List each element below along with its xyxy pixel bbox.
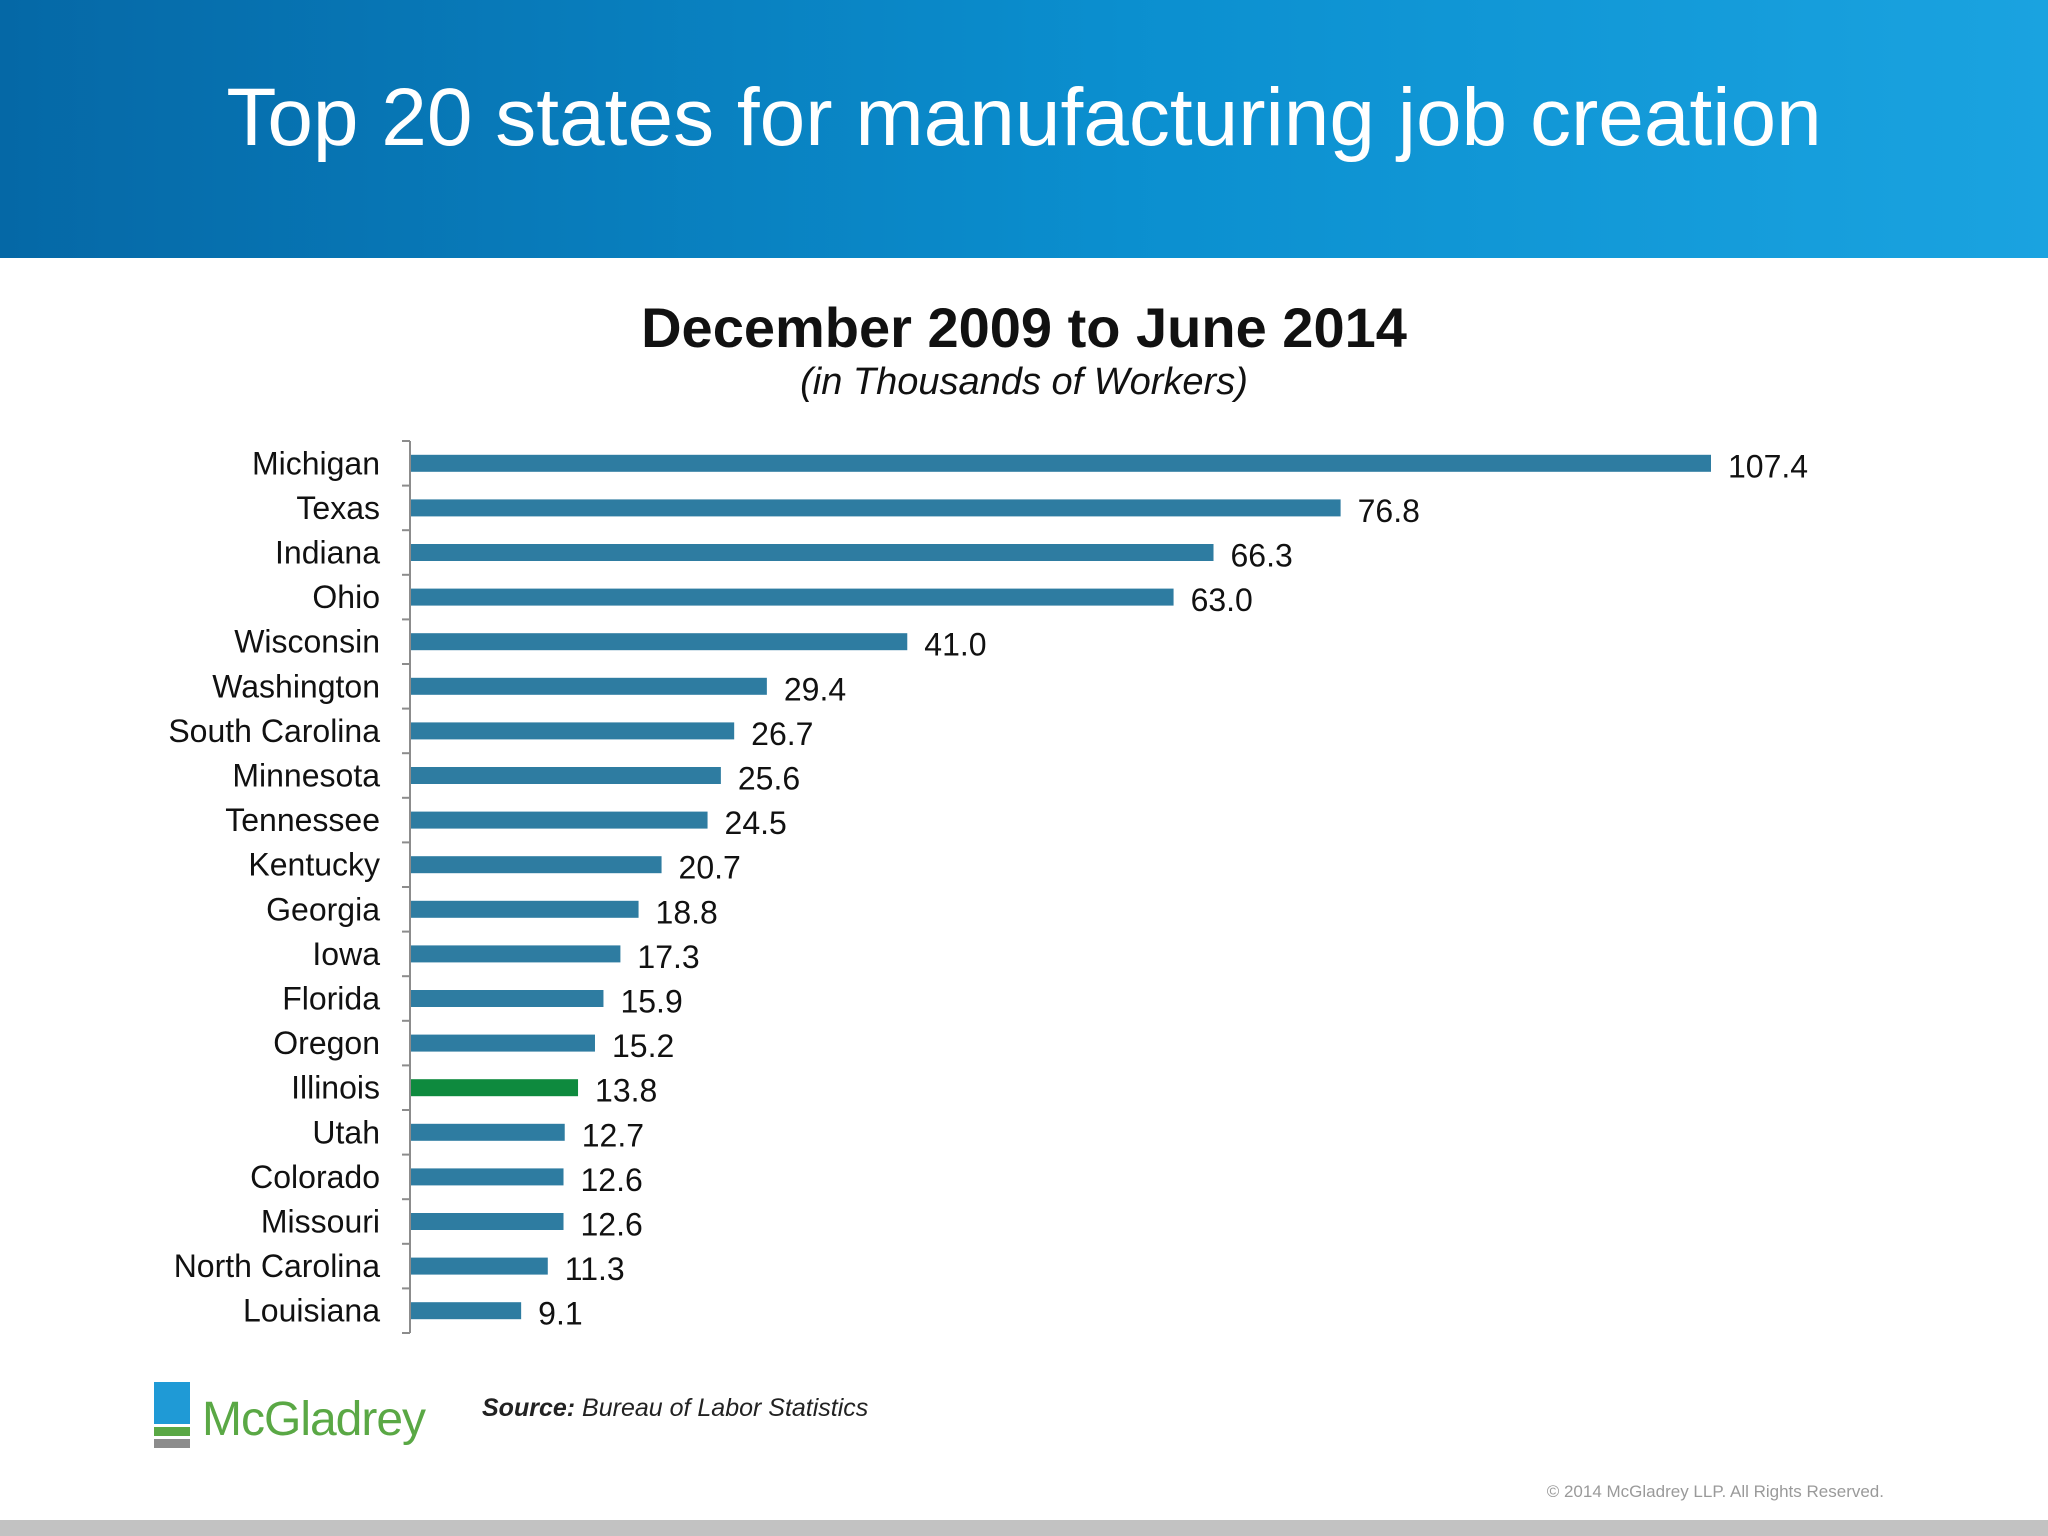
data-label: 25.6 [738,761,800,797]
data-label: 17.3 [637,939,699,975]
bar [411,544,1214,561]
bottom-bar [0,1520,2048,1536]
category-label: Michigan [252,445,380,481]
category-label: Tennessee [225,802,380,838]
data-label: 15.9 [620,984,682,1020]
data-label: 76.8 [1358,493,1420,529]
category-label: Ohio [312,579,380,615]
bar [411,1302,522,1320]
category-label: Missouri [261,1204,380,1240]
bar [411,1213,564,1230]
category-label: Utah [312,1114,380,1150]
category-label: Indiana [275,535,380,571]
bar [411,767,721,784]
data-label: 29.4 [784,671,846,707]
bar [411,990,604,1007]
category-label: Wisconsin [234,624,380,660]
copyright: © 2014 McGladrey LLP. All Rights Reserve… [1546,1482,1884,1501]
data-label: 15.2 [612,1028,674,1064]
data-label: 12.7 [582,1117,644,1153]
data-label: 13.8 [595,1073,657,1109]
mcgladrey-logo-icon [154,1382,190,1448]
data-label: 63.0 [1191,582,1253,618]
category-label: Kentucky [248,847,380,883]
page-title: Top 20 states for manufacturing job crea… [226,72,1822,163]
chart-subtitle: (in Thousands of Workers) [800,361,1248,403]
header-banner: Top 20 states for manufacturing job crea… [0,0,2048,258]
bar [411,1257,548,1275]
category-label: South Carolina [168,713,380,749]
data-label: 41.0 [924,627,986,663]
category-label: Louisiana [243,1293,380,1329]
data-label: 9.1 [538,1296,582,1332]
category-label: Minnesota [232,758,380,794]
bar [411,811,708,829]
category-label: Colorado [250,1159,380,1195]
bar [411,454,1711,472]
logo-text: McGladrey [202,1393,426,1446]
bar [411,900,639,918]
data-label: 24.5 [725,805,787,841]
source-note: Source: Bureau of Labor Statistics [482,1392,868,1424]
bar [411,677,767,695]
category-label: North Carolina [174,1248,381,1284]
data-label: 20.7 [679,850,741,886]
bar [411,945,621,963]
bar [411,722,735,740]
bar [411,588,1174,606]
data-label: 11.3 [565,1251,625,1287]
bar [411,499,1341,517]
bar [411,1079,579,1097]
category-label: Georgia [266,891,380,927]
bar [411,1034,595,1052]
bar [411,1123,565,1141]
bar [411,856,662,874]
category-label: Oregon [273,1025,380,1061]
category-label: Iowa [312,936,380,972]
chart-title: December 2009 to June 2014 [641,296,1407,359]
data-label: 66.3 [1231,538,1293,574]
bar [411,633,908,651]
category-label: Illinois [291,1070,380,1106]
data-label: 12.6 [581,1162,643,1198]
data-label: 26.7 [751,716,813,752]
category-label: Texas [296,490,380,526]
data-label: 18.8 [656,894,718,930]
category-label: Washington [212,668,380,704]
bar [411,1168,564,1186]
data-label: 12.6 [581,1207,643,1243]
source-text: Bureau of Labor Statistics [575,1394,869,1422]
data-label: 107.4 [1728,448,1808,484]
category-label: Florida [282,981,380,1017]
source-label: Source: [482,1394,576,1422]
